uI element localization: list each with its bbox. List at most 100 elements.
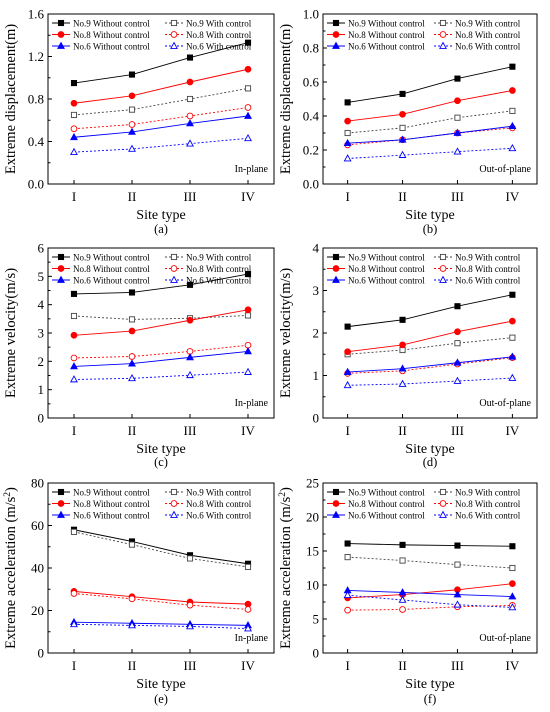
x-tick-label: II [398,658,407,673]
series-line-5 [347,356,513,373]
data-point [244,312,252,319]
data-point [454,97,461,105]
legend-marker [170,275,178,283]
x-tick-label: IV [241,658,255,673]
data-point [186,601,194,609]
data-point [70,132,78,141]
data-point [186,112,194,120]
y-axis-title: Extreme acceleration (m/s2) [278,487,294,649]
legend-marker [170,253,178,261]
x-tick-label: III [451,423,464,438]
series-line-3 [347,90,513,122]
data-point [454,328,461,336]
data-point [70,354,78,362]
data-point [186,370,194,379]
series-line-6 [73,371,249,380]
legend-label: No.6 With control [455,42,521,52]
y-tick-label: 15 [306,544,319,559]
data-point [128,316,136,323]
data-point [453,358,462,366]
x-axis-title: Site type [136,442,185,457]
legend-marker [57,275,65,283]
y-axis-title-end: ) [3,487,19,492]
legend-label: No.8 Without control [73,264,150,274]
legend-label: No.9 Without control [73,253,150,263]
legend-label: No.6 With control [455,276,521,286]
data-point [70,362,78,370]
x-tick-label: III [184,658,197,673]
legend-label: No.8 With control [186,264,252,274]
data-point [186,353,194,361]
data-point [70,290,78,297]
legend-label: No.8 Without control [348,264,425,274]
legend-marker [170,41,178,49]
data-point [398,379,407,387]
legend-label: No.6 With control [186,42,252,52]
y-tick-label: 0 [38,411,45,426]
series-line-6 [73,137,249,153]
legend-marker [332,31,340,38]
data-point [128,127,136,135]
data-point [343,138,352,147]
series-line-1 [347,66,513,103]
data-point [343,590,352,599]
data-point [128,374,136,382]
x-axis-title: Site type [405,442,454,457]
data-point [128,353,136,360]
data-point [186,316,194,324]
data-point [128,121,136,128]
series-line-2 [73,531,249,568]
data-point [344,554,351,561]
x-axis-title: Site type [136,208,185,223]
data-point [344,129,351,137]
data-point [128,289,136,296]
legend-marker [332,488,340,496]
data-point [508,121,517,130]
y-tick-label: 0.4 [28,134,45,149]
y-tick-label: 0.8 [28,92,44,107]
series-line-3 [347,583,513,599]
y-axis-title-text: Extreme velocity(m/s) [3,268,19,398]
data-point [70,331,78,339]
data-point [344,606,351,614]
data-point [128,144,136,152]
data-point [244,306,252,314]
legend-label: No.6 Without control [73,42,150,52]
y-axis-title-text: Extreme acceleration (m/s [278,496,294,649]
data-point [399,341,406,349]
data-point [344,323,351,330]
y-tick-label: 0 [313,646,320,661]
data-point [244,39,252,46]
legend-label: No.8 With control [455,30,521,40]
data-point [508,603,517,611]
x-axis-title: Site type [405,677,454,692]
y-tick-label: 2 [313,326,320,341]
legend-marker [332,510,340,518]
data-point [454,303,461,310]
y-tick-label: 5 [313,612,320,627]
y-tick-label: 2 [38,354,45,369]
x-tick-label: IV [506,189,520,204]
data-point [186,622,194,630]
y-axis-title-text: Extreme velocity(m/s) [278,268,294,398]
data-point [186,139,194,147]
data-point [454,114,461,121]
legend-marker [439,253,447,261]
data-point [509,291,516,298]
y-tick-label: 60 [31,518,44,533]
y-axis-title: Extreme velocity(m/s) [3,268,19,398]
data-point [399,124,406,131]
x-tick-label: III [451,189,464,204]
y-axis-title-text: Extreme displacement(m) [278,24,294,174]
series-line-5 [73,115,249,138]
series-line-3 [73,68,249,104]
x-tick-label: III [451,658,464,673]
x-tick-label: I [345,423,349,438]
y-axis-title: Extreme acceleration (m/s2) [3,487,19,649]
data-point [128,327,136,335]
x-tick-label: IV [241,423,255,438]
legend-marker [332,500,340,507]
